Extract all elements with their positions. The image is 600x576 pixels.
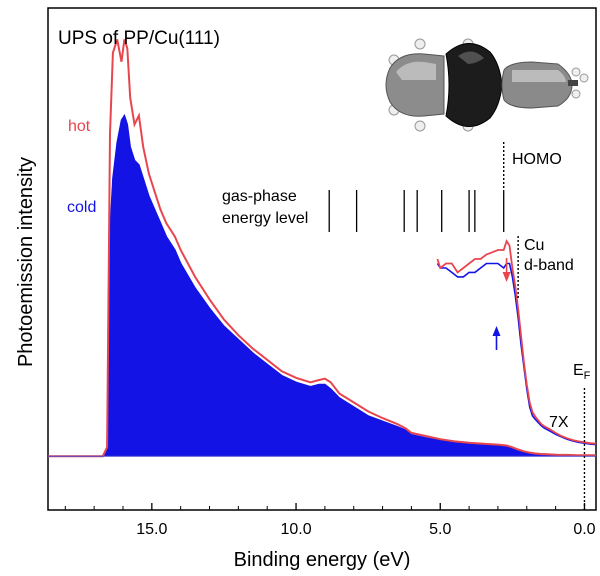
cu-label: Cu [524,237,544,254]
x-tick-label: 5.0 [429,521,451,538]
gas-phase-levels [328,190,505,232]
cold-area [48,115,596,457]
x-tick-label: 10.0 [280,521,311,538]
orbital-lobe-right [501,61,573,109]
plot-frame [47,7,597,511]
orbital-lobe-center [445,43,503,127]
bond [568,80,578,86]
ef-label-sub: F [584,370,591,382]
gas-phase-label-line1: gas-phase [222,188,297,205]
hot-arrow-head [502,272,511,282]
legend-hot: hot [68,118,91,135]
orbital-lobe-right-highlight [512,70,566,82]
legend-cold: cold [67,199,96,216]
series-lines [48,39,597,458]
h-atom [579,73,589,83]
orbital-lobe-left-highlight [396,61,436,80]
marker-arrows [492,258,511,350]
y-axis-label: Photoemission intensity [15,157,37,367]
homo-label: HOMO [512,151,562,168]
orbital-lobe-center-highlight [458,51,484,64]
x-tick-label: 0.0 [573,521,595,538]
h-atom [414,120,426,132]
ef-label-main: E [573,362,584,379]
magnification-label: 7X [549,414,569,431]
x-axis-label: Binding energy (eV) [234,549,411,571]
h-atom [414,38,426,50]
cold-arrow-head [492,326,501,336]
hot-7x-line [436,239,597,445]
h-atom [571,67,581,77]
x-ticks: 15.0 10.0 5.0 0.0 [64,503,596,538]
dotted-reference-lines [503,142,586,510]
h-atom [571,89,581,99]
hot-line [48,39,596,458]
filled-areas [48,115,596,457]
x-tick-label: 15.0 [136,521,167,538]
molecule-illustration [385,38,589,132]
chart-title: UPS of PP/Cu(111) [58,28,220,49]
dband-label: d-band [524,257,574,274]
gas-phase-label-line2: energy level [222,210,308,227]
ef-label: EF [573,362,591,382]
